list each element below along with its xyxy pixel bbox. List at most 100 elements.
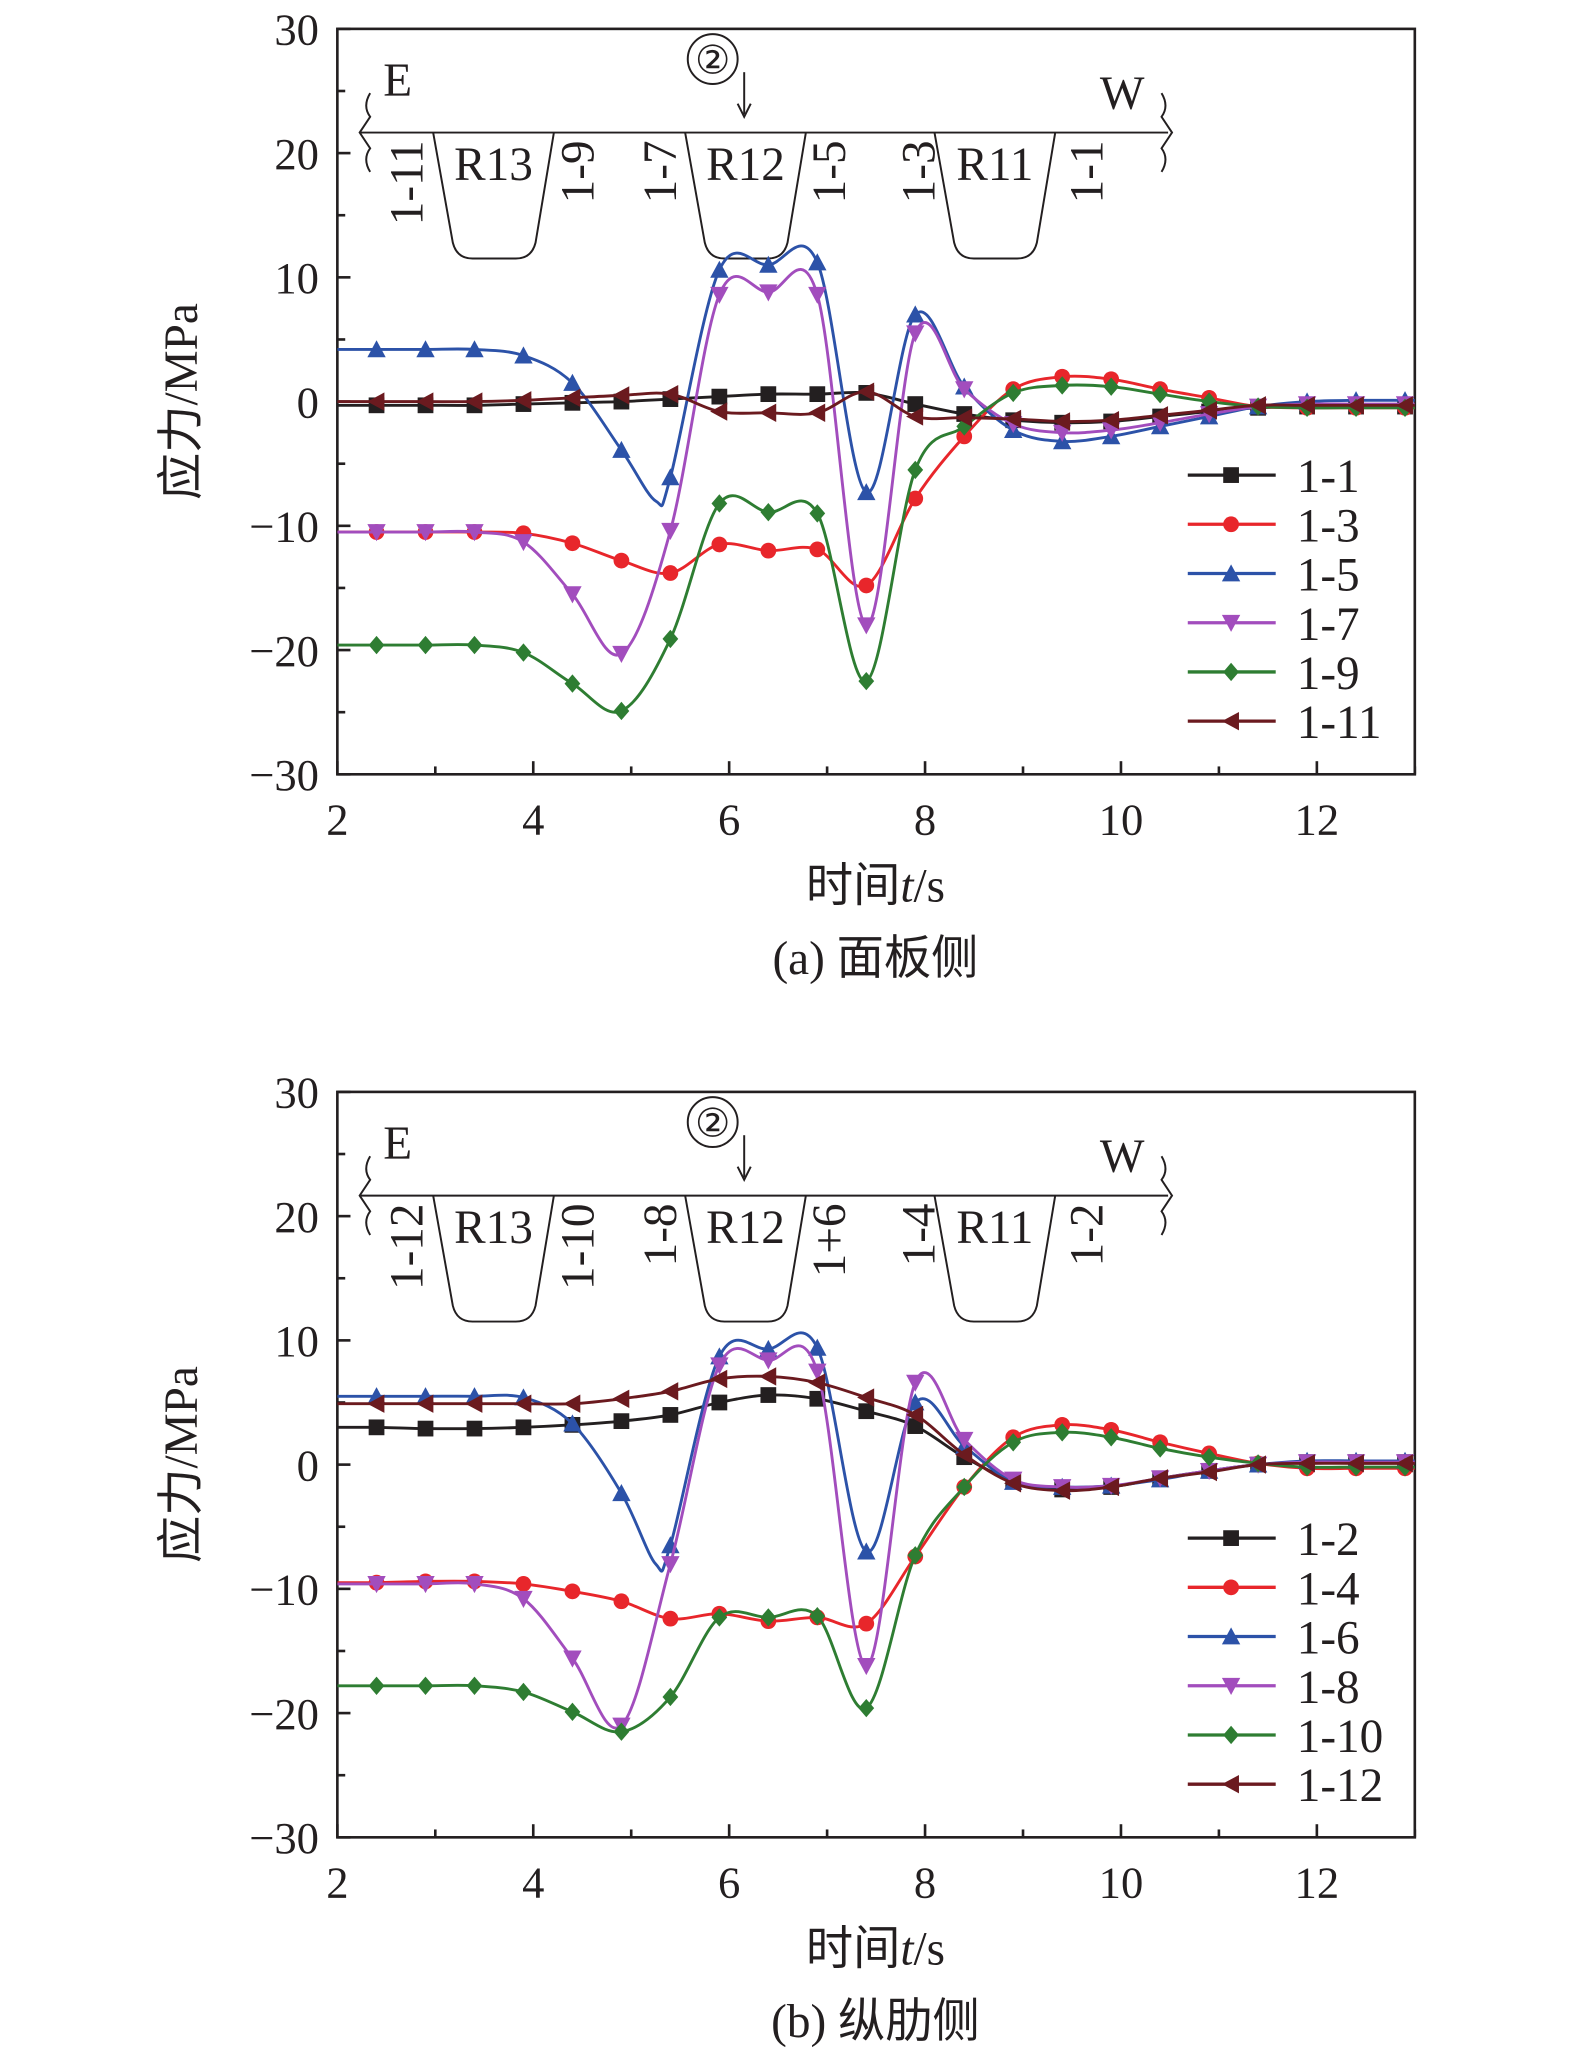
data-point (417, 1676, 434, 1695)
data-point (955, 408, 973, 427)
series-line (337, 268, 1415, 657)
data-point (465, 392, 483, 411)
gauge-label: 1-12 (382, 1203, 434, 1290)
legend-label: 1-1 (1297, 451, 1360, 503)
data-point (1395, 1454, 1413, 1473)
legend-label: 1-8 (1297, 1662, 1360, 1714)
data-point (759, 1352, 778, 1370)
series-1-5 (337, 244, 1415, 508)
data-point (857, 483, 876, 501)
data-point (1199, 401, 1217, 420)
data-point (367, 1576, 386, 1594)
bridge-diagram: E W ② R13 R12 R11 1-12 1-10 1-8 1+6 1-4 1-2 (358, 1096, 1174, 1323)
rib-trapezoid (933, 132, 1057, 260)
data-point (514, 346, 533, 364)
legend-label: 1-10 (1297, 1711, 1384, 1763)
data-point (661, 468, 680, 486)
data-point (563, 1414, 582, 1432)
data-point (662, 1407, 679, 1423)
data-point (612, 440, 631, 458)
x-label-var: t (900, 861, 915, 913)
data-point (759, 284, 778, 302)
load-label: ② (695, 1102, 730, 1146)
data-point (466, 635, 483, 655)
data-point (711, 1608, 728, 1627)
data-point (514, 1590, 533, 1608)
data-point (711, 536, 728, 553)
data-point (1004, 1474, 1022, 1493)
x-tick-label: 4 (522, 795, 544, 845)
data-point (662, 1610, 679, 1627)
series-line (337, 1393, 1415, 1492)
data-point (907, 1546, 924, 1565)
data-point (857, 382, 875, 401)
x-tick-label: 2 (326, 795, 348, 845)
data-point (514, 391, 532, 410)
x-label-var: t (900, 1924, 915, 1976)
data-point (1150, 406, 1169, 425)
y-tick-label: −30 (249, 750, 319, 800)
y-tick-label: −30 (249, 1813, 319, 1863)
legend-marker (1221, 711, 1239, 731)
data-point (1346, 396, 1364, 415)
data-point (759, 403, 777, 422)
legend-marker (1223, 1530, 1239, 1546)
data-point (759, 255, 778, 273)
legend-marker (1223, 1725, 1239, 1745)
data-point (367, 340, 386, 358)
data-point (857, 1388, 875, 1407)
data-point (612, 645, 631, 663)
data-point (465, 1394, 483, 1413)
data-point (858, 1403, 875, 1420)
data-point (1297, 396, 1315, 415)
data-point (1101, 1477, 1120, 1497)
series-1-11 (337, 382, 1415, 431)
x-tick-label: 10 (1099, 1858, 1144, 1908)
legend-label: 1-5 (1297, 550, 1360, 602)
series-1-6 (337, 1331, 1415, 1573)
series-1-12 (337, 1367, 1415, 1500)
legend-item: 1-5 (1187, 550, 1360, 602)
gauge-label: 1-4 (893, 1203, 945, 1266)
data-point (1201, 1447, 1217, 1467)
load-label: ② (695, 38, 730, 82)
data-point (906, 407, 924, 426)
x-tick-label: 12 (1295, 1858, 1340, 1908)
data-point (417, 635, 434, 655)
y-tick-label: −20 (249, 626, 319, 676)
data-point (515, 1682, 532, 1702)
data-point (907, 1418, 924, 1434)
data-point (710, 1357, 729, 1375)
gauge-label: 1-11 (382, 140, 434, 225)
data-point (857, 1542, 876, 1560)
data-point (907, 396, 924, 412)
legend-label: 1-11 (1297, 697, 1382, 749)
data-point (711, 1394, 728, 1411)
data-point (514, 1394, 532, 1413)
data-point (416, 392, 434, 411)
legend-item: 1-1 (1187, 451, 1360, 503)
data-point (564, 535, 581, 552)
x-tick-label: 10 (1099, 795, 1144, 845)
data-point (906, 325, 925, 343)
series-1-7 (337, 268, 1415, 663)
break-mark-right (1160, 1155, 1174, 1236)
bridge-diagram: E W ② R13 R12 R11 1-11 1-9 1-7 1-5 1-3 1-1 (358, 33, 1174, 260)
data-point (563, 1650, 582, 1668)
y-tick-label: −10 (249, 502, 319, 552)
legend-marker (1221, 1627, 1241, 1645)
data-point (1005, 383, 1022, 403)
data-point (809, 1390, 826, 1407)
arrow-head-icon (736, 103, 752, 120)
data-point (956, 428, 973, 445)
load-circle (686, 1096, 739, 1149)
data-point (907, 460, 924, 480)
series-line (337, 1374, 1415, 1493)
rib-label: R13 (454, 1202, 533, 1254)
legend-label: 1-12 (1297, 1760, 1384, 1812)
break-mark-right (1160, 92, 1174, 173)
legend-item: 1-6 (1187, 1613, 1360, 1665)
data-point (809, 386, 826, 403)
legend-marker (1223, 516, 1239, 533)
